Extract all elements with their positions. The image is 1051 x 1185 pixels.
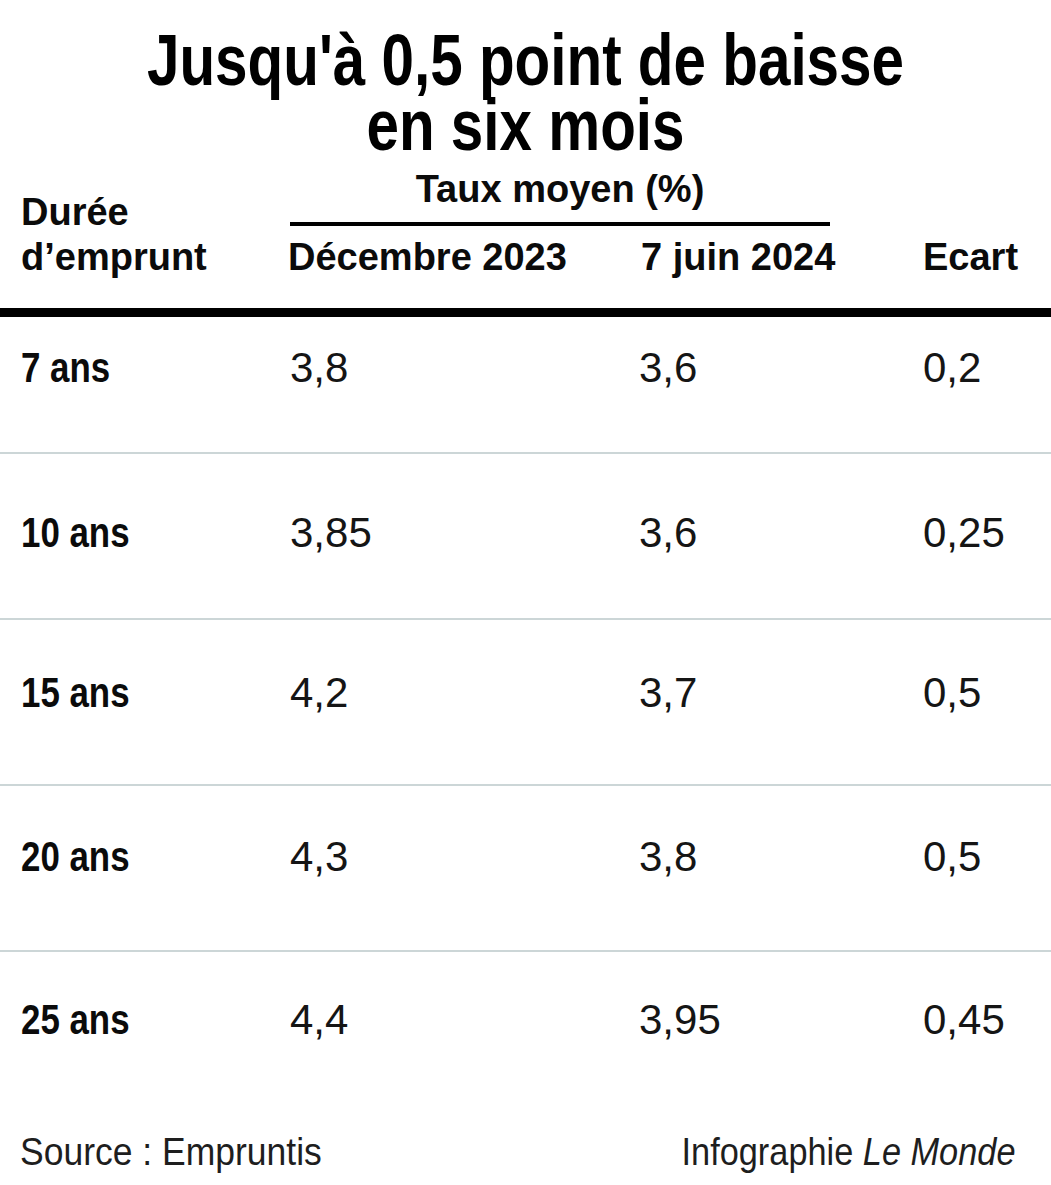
cell-jun2024: 3,6 <box>639 347 697 389</box>
credit-brand: Le Monde <box>862 1130 1015 1173</box>
column-header-duration-line1: Durée <box>21 193 129 231</box>
cell-ecart: 0,5 <box>923 836 981 878</box>
chart-title: Jusqu'à 0,5 point de baisse en six mois <box>105 27 946 157</box>
chart-title-line1: Jusqu'à 0,5 point de baisse <box>105 27 946 92</box>
row-duration: 20 ans <box>21 836 130 878</box>
cell-ecart: 0,2 <box>923 347 981 389</box>
cell-jun2024: 3,95 <box>639 999 721 1041</box>
column-header-ecart: Ecart <box>923 238 1018 276</box>
infographic: Jusqu'à 0,5 point de baisse en six mois … <box>0 0 1051 1185</box>
chart-title-line2: en six mois <box>105 92 946 157</box>
source-credit: Source : Empruntis <box>20 1132 322 1171</box>
row-separator <box>0 618 1051 620</box>
row-duration: 25 ans <box>21 999 130 1041</box>
cell-jun2024: 3,7 <box>639 672 697 714</box>
row-separator <box>0 950 1051 952</box>
row-separator <box>0 452 1051 454</box>
cell-ecart: 0,45 <box>923 999 1005 1041</box>
header-rule <box>0 308 1051 317</box>
row-separator <box>0 784 1051 786</box>
column-header-7-juin-2024: 7 juin 2024 <box>641 238 835 276</box>
column-header-decembre-2023: Décembre 2023 <box>288 238 567 276</box>
row-duration: 7 ans <box>21 347 110 389</box>
cell-dec2023: 3,8 <box>290 347 348 389</box>
credit-prefix: Infographie <box>681 1130 862 1173</box>
row-duration: 15 ans <box>21 672 130 714</box>
row-duration: 10 ans <box>21 512 130 554</box>
infographic-credit: Infographie Le Monde <box>681 1132 1015 1171</box>
cell-dec2023: 4,3 <box>290 836 348 878</box>
group-header-underline <box>290 222 830 226</box>
cell-jun2024: 3,8 <box>639 836 697 878</box>
cell-dec2023: 3,85 <box>290 512 372 554</box>
cell-dec2023: 4,4 <box>290 999 348 1041</box>
cell-ecart: 0,5 <box>923 672 981 714</box>
cell-jun2024: 3,6 <box>639 512 697 554</box>
column-header-duration-line2: d’emprunt <box>21 238 207 276</box>
cell-ecart: 0,25 <box>923 512 1005 554</box>
group-header-taux-moyen: Taux moyen (%) <box>290 170 830 208</box>
cell-dec2023: 4,2 <box>290 672 348 714</box>
